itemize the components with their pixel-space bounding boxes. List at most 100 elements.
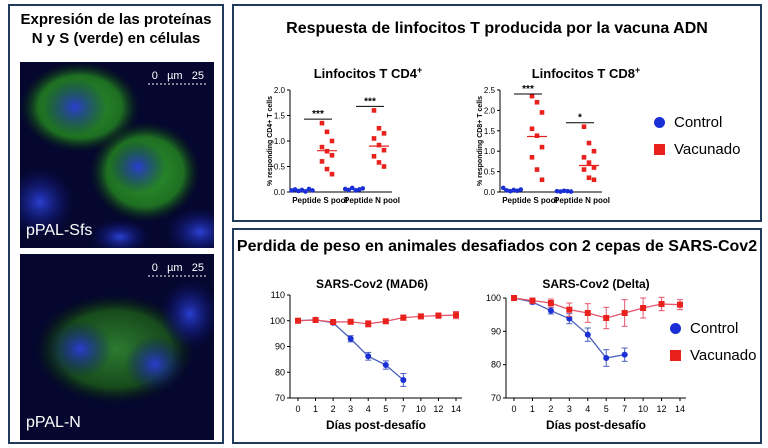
line-x-tick-label-0-4: 4 [366,404,371,414]
line-point-0-0-5 [382,362,389,369]
significance-label-1-0: *** [522,84,534,95]
line-y-tick-label-0-3: 100 [270,316,285,326]
control-point-0-0-0 [289,188,294,193]
y-tick-label-0-3: 1.5 [274,112,286,121]
line-point-1-1-8 [658,301,665,307]
y-tick-label-0-4: 2.0 [274,86,286,95]
line-x-tick-label-1-2: 2 [548,404,553,414]
y-tick-label-0-1: 0.5 [274,163,286,172]
vacunado-point-0-0-2 [329,138,335,144]
micro-n-label: pPAL-N [26,414,81,431]
line-point-1-0-3 [566,315,573,322]
significance-label-1-1: * [578,113,582,124]
line-point-1-0-2 [547,307,554,314]
weight-legend-control: Control [670,320,756,337]
line-point-0-0-4 [365,353,372,360]
micro-image-n: 0 µm 25 pPAL-N [20,254,214,440]
line-x-tick-label-1-4: 4 [585,404,590,414]
y-tick-label-1-2: 1.0 [484,147,496,156]
control-point-1-0-0 [500,185,506,191]
line-point-0-1-4 [365,320,372,327]
line-point-0-0-6 [400,376,407,383]
line-point-1-1-5 [603,315,610,321]
vacunado-point-0-1-1 [376,125,382,131]
line-x-tick-label-1-0: 0 [511,404,516,414]
line-x-tick-label-0-7: 10 [416,404,426,414]
y-tick-label-1-1: 0.5 [484,168,496,177]
line-y-tick-label-1-2: 90 [491,326,501,336]
scatter-title-0: Linfocitos T CD4+ [314,65,423,81]
line-series-1-1 [513,297,681,319]
vacunado-point-0-0-1 [324,129,330,135]
vacunado-point-1-0-4 [534,133,540,138]
legend-control-marker [654,117,665,128]
vacunado-point-1-1-2 [591,148,597,154]
legend-vacunado-label: Vacunado [674,141,741,158]
line-x-axis-label-0: Días post-desafío [326,418,426,432]
weight-panel: Perdida de peso en animales desafiados c… [232,228,762,444]
vacunado-point-0-1-0 [371,108,377,113]
vacunado-point-1-1-0 [581,124,587,130]
line-point-0-1-3 [347,318,354,325]
y-tick-label-1-3: 1.5 [484,127,496,136]
legend-vacunado-marker [654,144,665,155]
vacunado-point-1-0-8 [539,177,545,183]
weight-legend-control-marker [670,323,681,334]
line-point-0-1-2 [330,319,337,326]
weight-legend-vacunado: Vacunado [670,347,756,364]
line-point-1-1-3 [566,306,573,313]
line-point-1-1-4 [584,310,591,316]
line-series-0-1 [297,314,457,325]
line-y-tick-label-1-0: 70 [491,393,501,403]
vacunado-point-0-0-6 [319,159,325,164]
microscopy-title: Expresión de las proteínas N y S (verde)… [10,10,222,48]
vacunado-point-0-1-8 [381,164,387,169]
line-x-tick-label-0-6: 7 [401,404,406,414]
vacunado-point-1-1-7 [586,175,592,181]
vacunado-point-0-1-3 [371,136,377,141]
vacunado-point-0-1-4 [376,142,382,148]
line-point-0-1-5 [382,318,389,325]
line-point-0-1-7 [417,313,424,320]
line-y-tick-label-1-3: 100 [486,293,501,303]
micro-n-drawing [35,275,214,404]
microscopy-title-line1: Expresión de las proteínas [20,11,212,28]
line-point-1-1-0 [511,295,517,301]
vacunado-point-1-1-5 [591,165,597,170]
line-y-tick-label-0-2: 90 [275,342,285,352]
vacunado-point-1-1-3 [581,155,587,160]
tcell-panel: Respuesta de linfocitos T producida por … [232,4,762,222]
line-point-1-1-1 [529,297,536,304]
weight-legend-vacunado-marker [670,350,681,361]
vacunado-point-0-0-5 [329,152,335,158]
line-point-1-1-7 [640,305,647,311]
vacunado-point-1-0-6 [529,155,535,160]
line-y-tick-label-0-1: 80 [275,367,285,377]
significance-label-0-1: *** [364,96,376,107]
y-tick-label-0-2: 1.0 [274,137,286,146]
micro-n-scale: 0 µm 25 [151,262,204,274]
weight-legend-vacunado-label: Vacunado [690,347,757,364]
micro-sfs-scale: 0 µm 25 [151,70,204,82]
category-label-0-1: Peptide N pool [344,196,400,205]
vacunado-point-0-1-5 [381,147,387,153]
line-x-tick-label-0-2: 2 [331,404,336,414]
vacunado-point-1-0-1 [534,99,540,105]
line-x-tick-label-0-5: 5 [383,404,388,414]
line-x-tick-label-0-9: 14 [451,404,461,414]
line-x-tick-label-0-8: 12 [433,404,443,414]
line-point-1-0-5 [603,355,610,361]
line-point-1-1-9 [677,301,683,308]
category-label-1-0: Peptide S pool [502,196,558,205]
vacunado-point-0-1-6 [371,154,377,159]
micro-sfs-label: pPAL-Sfs [26,222,93,239]
line-x-tick-label-1-9: 14 [675,404,685,414]
tcell-title: Respuesta de linfocitos T producida por … [286,20,708,37]
category-label-0-0: Peptide S pool [292,196,348,205]
control-point-0-0-6 [310,188,315,193]
line-y-tick-label-0-0: 70 [275,393,285,403]
legend-vacunado: Vacunado [654,141,740,158]
line-point-1-1-6 [621,310,628,316]
line-y-tick-label-0-4: 110 [271,290,285,300]
